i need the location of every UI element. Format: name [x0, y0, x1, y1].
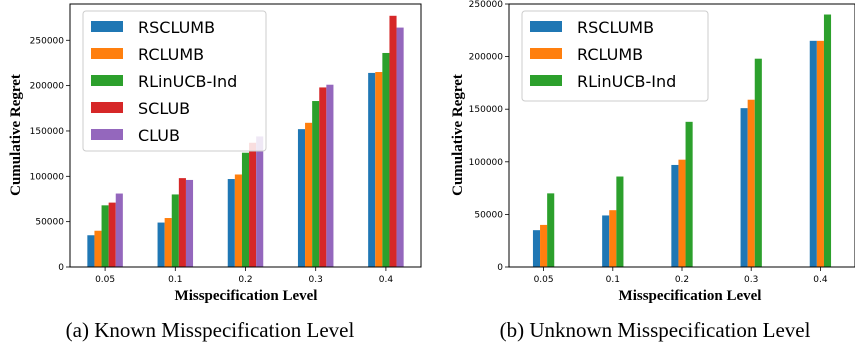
- x-tick-label: 0.4: [813, 275, 828, 285]
- bar-rclumb: [747, 99, 755, 268]
- bar-rsclumb: [532, 230, 541, 267]
- legend-label: SCLUB: [138, 99, 190, 118]
- legend-swatch: [91, 102, 123, 113]
- x-tick-label: 0.3: [744, 275, 758, 285]
- y-tick-label: 250000: [30, 36, 65, 46]
- x-tick-label: 0.2: [238, 275, 252, 285]
- x-tick-label: 0.05: [95, 275, 115, 285]
- bar-rlinucb-ind: [241, 152, 250, 267]
- y-tick-label: 150000: [469, 105, 504, 115]
- legend-box: [521, 10, 709, 102]
- bar-rclumb: [234, 174, 242, 267]
- bar-rlinucb-ind: [616, 176, 624, 267]
- legend-box: [82, 10, 267, 152]
- plot-frame: [69, 3, 422, 268]
- legend-label: RLinUCB-Ind: [577, 72, 676, 91]
- bar-club: [256, 136, 264, 267]
- legend-label: RSCLUMB: [138, 18, 215, 37]
- legend-swatch: [530, 48, 562, 59]
- y-axis-label: Cumulative Regret: [450, 74, 466, 196]
- bar-club: [326, 84, 334, 267]
- bar-club: [185, 179, 194, 267]
- y-tick-label: 50000: [474, 210, 503, 220]
- x-tick-label: 0.1: [606, 275, 620, 285]
- bar-sclub: [319, 87, 327, 268]
- bar-rclumb: [609, 210, 617, 267]
- bar-rclumb: [678, 159, 686, 267]
- bar-sclub: [108, 202, 116, 267]
- bar-rsclumb: [809, 40, 817, 267]
- bar-rsclumb: [602, 215, 610, 267]
- legend-swatch: [91, 129, 123, 140]
- legend-label: RLinUCB-Ind: [138, 72, 237, 91]
- legend-swatch: [91, 21, 123, 32]
- bar-rsclumb: [740, 108, 748, 267]
- y-tick-label: 200000: [469, 53, 504, 63]
- bar-rlinucb-ind: [171, 194, 179, 267]
- x-tick-label: 0.4: [379, 275, 394, 285]
- y-tick-label: 100000: [30, 172, 65, 182]
- x-tick-label: 0.05: [534, 275, 554, 285]
- bar-club: [396, 27, 404, 267]
- x-tick-label: 0.1: [168, 275, 182, 285]
- bar-rsclumb: [671, 164, 679, 267]
- legend-label: RCLUMB: [138, 45, 204, 64]
- legend-swatch: [91, 75, 123, 86]
- bar-rsclumb: [297, 129, 306, 267]
- bar-rsclumb: [368, 72, 376, 268]
- bar-rlinucb-ind: [823, 14, 832, 267]
- legend-swatch: [530, 75, 562, 86]
- bar-rlinucb-ind: [101, 205, 109, 267]
- bar-sclub: [389, 15, 397, 267]
- bar-rlinucb-ind: [685, 121, 693, 267]
- y-tick-label: 150000: [30, 127, 65, 137]
- y-tick-label: 0: [58, 263, 64, 273]
- y-axis-label: Cumulative Regret: [8, 74, 24, 196]
- chart-known-misspecification: 0 50000 100000 150000 200000 250000 0.05 0.1 0.2…: [8, 3, 422, 342]
- bar-rclumb: [305, 122, 313, 267]
- bar-rclumb: [375, 72, 383, 267]
- legend-swatch: [530, 21, 562, 32]
- y-tick-label: 50000: [35, 218, 64, 228]
- bar-rclumb: [540, 224, 548, 267]
- bar-rclumb: [94, 230, 102, 267]
- bar-rsclumb: [157, 222, 165, 267]
- x-axis-label: Misspecification Level: [175, 288, 318, 304]
- x-tick-label: 0.2: [675, 275, 689, 285]
- bar-club: [115, 193, 123, 267]
- x-tick-label: 0.3: [309, 275, 323, 285]
- chart-caption: (b) Unknown Misspecification Level: [500, 318, 811, 342]
- bar-rlinucb-ind: [547, 193, 555, 267]
- y-tick-label: 0: [497, 263, 503, 273]
- bar-rclumb: [164, 218, 172, 267]
- bar-rsclumb: [87, 235, 95, 267]
- bar-rlinucb-ind: [754, 58, 762, 268]
- x-axis-label: Misspecification Level: [619, 288, 762, 304]
- y-tick-label: 200000: [30, 82, 65, 92]
- y-tick-label: 250000: [469, 0, 504, 10]
- bar-rsclumb: [227, 179, 235, 267]
- bar-rlinucb-ind: [312, 101, 320, 267]
- bar-sclub: [249, 142, 257, 267]
- chart-caption: (a) Known Misspecification Level: [66, 318, 355, 342]
- bar-rlinucb-ind: [382, 52, 390, 267]
- chart-unknown-misspecification: 0 50000 100000 150000 200000 250000 0.05 0.1 0.2…: [450, 0, 855, 342]
- legend-label: RCLUMB: [577, 45, 643, 64]
- plot-frame: [508, 3, 855, 268]
- bar-rclumb: [816, 40, 824, 267]
- bar-sclub: [178, 178, 186, 267]
- y-tick-label: 100000: [469, 158, 504, 168]
- legend-label: RSCLUMB: [577, 18, 654, 37]
- legend-swatch: [91, 48, 123, 59]
- legend-label: CLUB: [138, 126, 180, 145]
